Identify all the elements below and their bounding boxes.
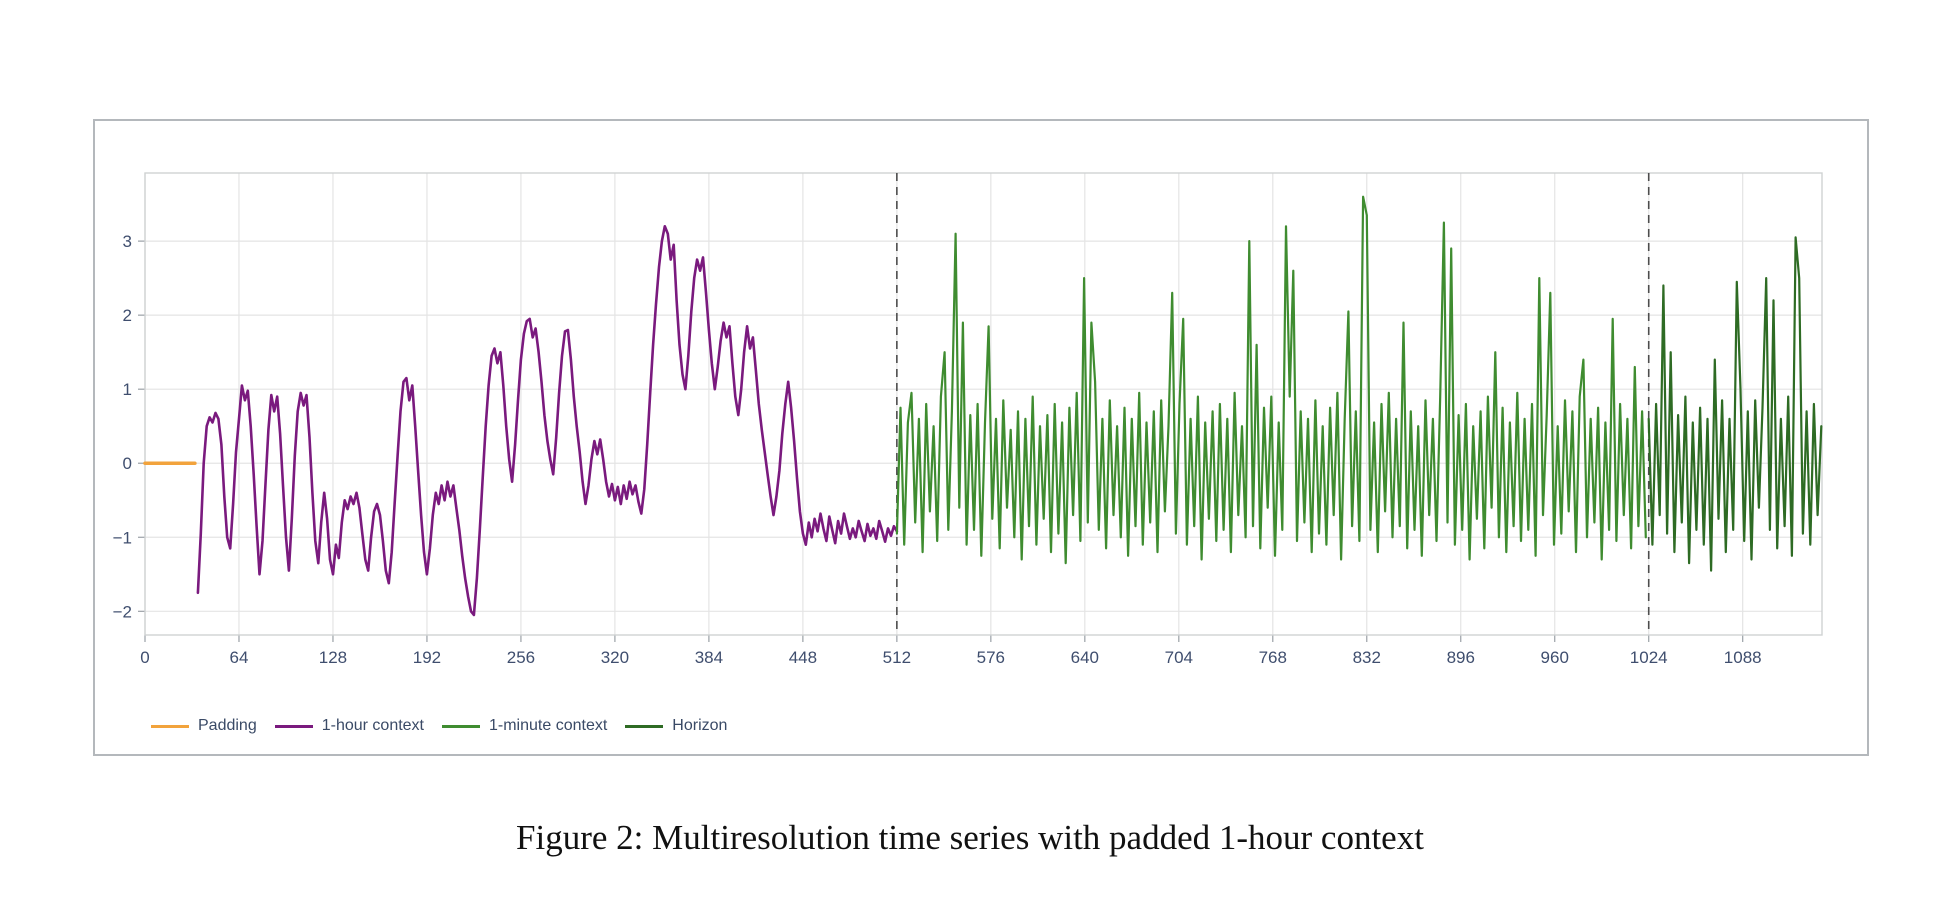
x-tick-label: 704 [1165, 648, 1193, 667]
x-tick-label: 320 [601, 648, 629, 667]
plot-border [144, 172, 1823, 636]
legend-item-padding: Padding [151, 718, 257, 734]
y-tick-label: 3 [123, 232, 132, 251]
x-tick-label: 896 [1447, 648, 1475, 667]
y-tick-label: −2 [113, 602, 132, 621]
legend-item-1-minute-context: 1-minute context [442, 718, 607, 734]
x-tick-label: 1024 [1630, 648, 1668, 667]
x-tick-label: 768 [1259, 648, 1287, 667]
x-tick-label: 640 [1071, 648, 1099, 667]
x-tick-label: 1088 [1724, 648, 1762, 667]
horizon-line-swatch [625, 724, 664, 728]
x-tick-label: 128 [319, 648, 347, 667]
one-minute-context-line-swatch [442, 724, 480, 728]
x-tick-label: 384 [695, 648, 723, 667]
x-tick-label: 448 [789, 648, 817, 667]
legend-label: 1-hour context [321, 717, 424, 734]
x-tick-label: 512 [883, 648, 911, 667]
x-tick-label: 960 [1541, 648, 1569, 667]
legend-item-1-hour-context: 1-hour context [274, 717, 424, 734]
horizon-line [1647, 236, 1823, 572]
x-tick-label: 832 [1353, 648, 1381, 667]
chart-legend: Padding 1-hour context 1-minute context … [151, 713, 727, 739]
y-tick-label: 0 [123, 454, 132, 473]
figure-caption: Figure 2: Multiresolution time series wi… [516, 818, 1424, 857]
legend-label: Horizon [672, 717, 728, 734]
legend-item-horizon: Horizon [625, 718, 727, 734]
x-tick-label: 0 [140, 648, 149, 667]
padding-line-swatch [151, 724, 189, 728]
legend-label: Padding [198, 717, 257, 734]
legend-label: 1-minute context [489, 717, 608, 734]
y-tick-label: 1 [123, 380, 132, 399]
1-minute-context-line [895, 195, 1647, 565]
figure-panel: 0 64 128 192 256 320 384 448 512 576 640 704 768 832 8… [93, 119, 1869, 756]
one-hour-context-line-swatch [274, 724, 313, 728]
y-tick-label: 2 [123, 306, 132, 325]
x-tick-label: 576 [977, 648, 1005, 667]
1-hour-context-line [196, 225, 899, 617]
x-tick-label: 64 [230, 648, 249, 667]
x-tick-label: 256 [507, 648, 535, 667]
y-tick-label: −1 [113, 528, 132, 547]
x-tick-label: 192 [413, 648, 441, 667]
time-series-chart: 0 64 128 192 256 320 384 448 512 576 640 704 768 832 8… [113, 172, 1823, 667]
